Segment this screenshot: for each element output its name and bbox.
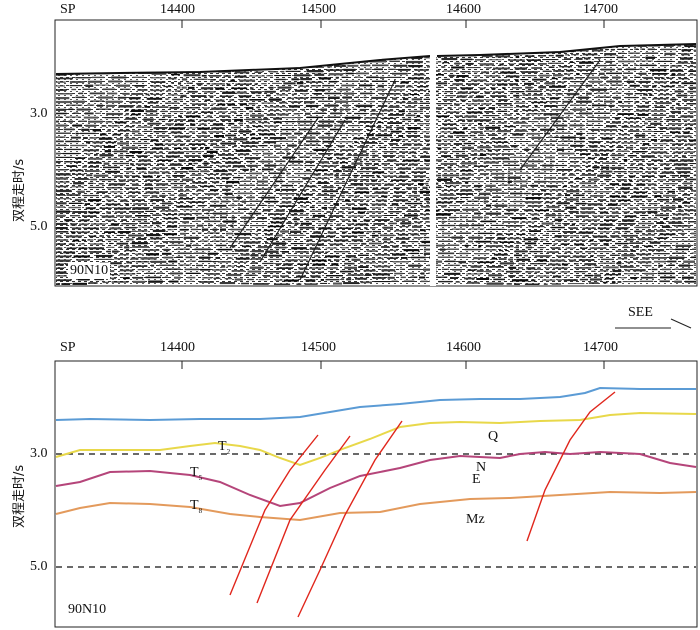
top-sp-label: SP [60, 2, 76, 17]
horizon-label-t2: T2 [218, 439, 231, 456]
faults [229, 391, 616, 618]
bottom-line-name: 90N10 [68, 602, 107, 617]
horizon-label-t5: T5 [190, 465, 203, 482]
horizon-label-t8: T8 [190, 498, 203, 515]
bottom-sp-tick-14600: 14600 [446, 340, 481, 355]
fault-4 [526, 391, 616, 542]
unit-label-e: E [472, 472, 481, 487]
top-sp-tick-14700: 14700 [583, 2, 618, 17]
horizon-t5 [55, 450, 697, 508]
bottom-sp-label: SP [60, 340, 76, 355]
top-line-name: 90N10 [68, 263, 111, 279]
bottom-y-tick-3: 3.0 [30, 446, 48, 461]
bottom-y-tick-5: 5.0 [30, 559, 48, 574]
top-y-tick-5: 5.0 [30, 219, 48, 234]
bottom-sp-tick-14500: 14500 [301, 340, 336, 355]
unit-label-n: N [476, 460, 487, 475]
direction-arrow-icon [615, 318, 692, 329]
horizon-t8 [55, 490, 697, 522]
fault-1 [229, 434, 319, 596]
unit-label-mz: Mz [466, 512, 485, 527]
fault-3 [297, 420, 403, 618]
top-sp-tick-14400: 14400 [160, 2, 195, 17]
seafloor-horizon [55, 386, 696, 422]
bottom-sp-tick-14400: 14400 [160, 340, 195, 355]
seismic-reflections [56, 44, 696, 285]
unit-label-q: Q [488, 429, 499, 444]
fault-2 [256, 435, 351, 604]
top-seismic-section [54, 19, 698, 287]
top-sp-tick-14600: 14600 [446, 2, 481, 17]
horizon-t2 [55, 411, 697, 467]
top-y-tick-3: 3.0 [30, 106, 48, 121]
direction-label: SEE [628, 305, 653, 320]
bottom-sp-tick-14700: 14700 [583, 340, 618, 355]
top-sp-tick-14500: 14500 [301, 2, 336, 17]
